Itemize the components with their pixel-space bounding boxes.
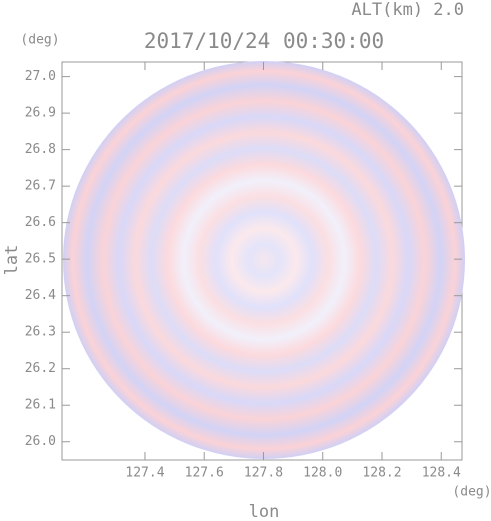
x-tick-label: 127.8: [244, 466, 283, 481]
radar-image: [63, 61, 465, 459]
x-label: lon: [249, 502, 280, 521]
y-label: lat: [2, 245, 22, 276]
y-tick-label: 27.0: [25, 69, 56, 84]
x-tick-label: 128.2: [362, 466, 401, 481]
y-tick-label: 26.2: [25, 361, 56, 376]
y-tick-label: 26.7: [25, 179, 56, 194]
x-unit: (deg): [452, 485, 491, 500]
x-tick-label: 128.4: [422, 466, 461, 481]
x-tick-label: 127.4: [125, 466, 164, 481]
x-tick-label: 128.0: [303, 466, 342, 481]
y-tick-label: 26.0: [25, 434, 56, 449]
y-tick-label: 26.1: [25, 398, 56, 413]
y-tick-label: 26.8: [25, 142, 56, 157]
y-tick-label: 26.6: [25, 215, 56, 230]
y-tick-label: 26.9: [25, 106, 56, 121]
y-tick-label: 26.5: [25, 252, 56, 267]
y-tick-label: 26.4: [25, 288, 56, 303]
y-tick-label: 26.3: [25, 325, 56, 340]
subtitle: ALT(km) 2.0: [351, 0, 464, 20]
x-tick-label: 127.6: [185, 466, 224, 481]
y-unit: (deg): [20, 33, 59, 48]
chart-title: 2017/10/24 00:30:00: [144, 29, 384, 53]
